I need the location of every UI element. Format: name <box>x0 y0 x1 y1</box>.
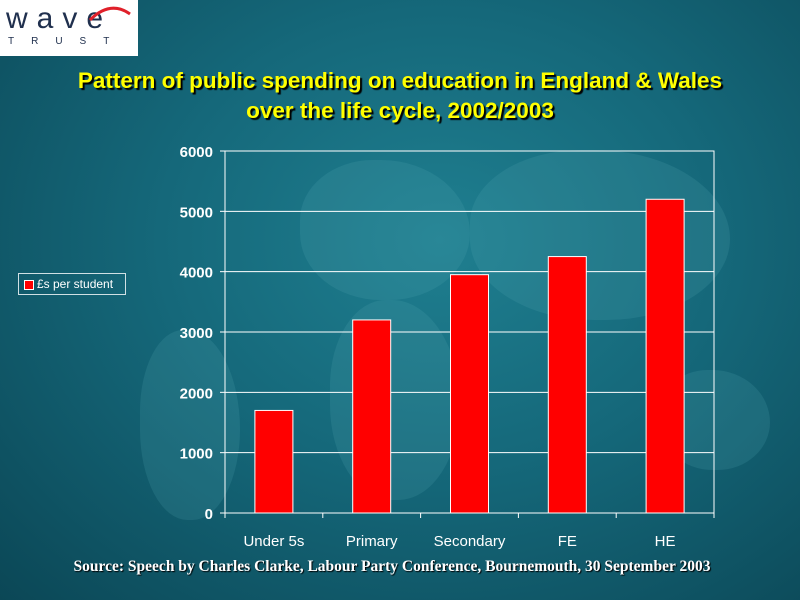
y-tick-label: 4000 <box>180 265 213 282</box>
bar-primary <box>352 319 392 514</box>
chart-legend: £s per student <box>18 273 126 295</box>
bar-he <box>645 198 685 514</box>
x-category-label: Under 5s <box>243 533 304 550</box>
x-category-label: Primary <box>346 533 398 550</box>
y-axis-ticks: 0 1000 2000 3000 4000 5000 6000 <box>180 144 213 523</box>
chart-title: Pattern of public spending on education … <box>0 66 800 126</box>
x-category-label: FE <box>558 533 577 550</box>
background-map-shape <box>330 300 460 500</box>
y-tick-label: 0 <box>205 506 213 523</box>
chart-title-line-1: Pattern of public spending on education … <box>77 68 723 93</box>
y-tick-label: 1000 <box>180 446 213 463</box>
x-axis-categories: Under 5s Primary Secondary FE HE <box>243 533 675 550</box>
background-map-shape <box>140 330 240 520</box>
bar-under-5s <box>254 409 294 514</box>
bar-secondary <box>450 274 489 514</box>
x-category-label: HE <box>655 533 676 550</box>
logo-subtitle: TRUST <box>8 36 127 47</box>
logo-swoosh-icon <box>88 6 131 22</box>
y-tick-label: 6000 <box>180 144 213 161</box>
y-tick-label: 2000 <box>180 385 213 402</box>
legend-swatch <box>24 280 34 290</box>
legend-label: £s per student <box>37 277 114 291</box>
source-citation: Source: Speech by Charles Clarke, Labour… <box>73 558 711 575</box>
chart-bars <box>254 198 685 514</box>
background-map-shape <box>470 150 730 320</box>
x-category-label: Secondary <box>434 533 506 550</box>
chart-title-line-2: over the life cycle, 2002/2003 <box>246 98 554 123</box>
bar-fe <box>547 256 587 514</box>
plot-area-frame <box>224 150 715 514</box>
logo-word: wave <box>6 2 113 35</box>
wave-trust-logo: wave TRUST <box>0 0 138 56</box>
y-tick-label: 3000 <box>180 325 213 342</box>
background-map-shape <box>300 160 470 300</box>
y-tick-label: 5000 <box>180 204 213 221</box>
